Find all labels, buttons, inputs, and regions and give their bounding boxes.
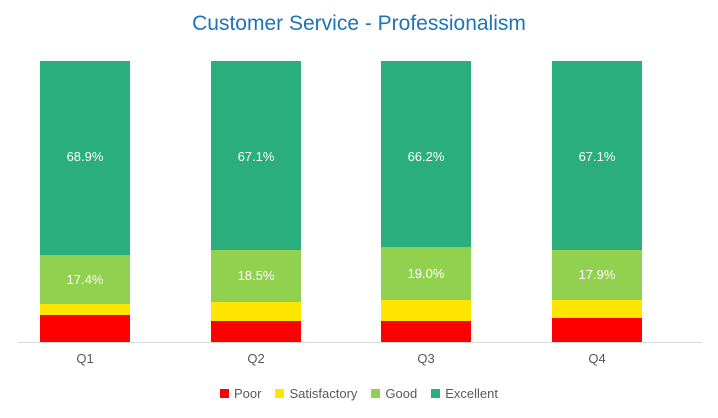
data-label: 18.5% [237, 268, 275, 284]
bar-q2: 18.5% 67.1% [211, 61, 301, 342]
x-tick-label: Q4 [588, 351, 606, 366]
bar-q4: 17.9% 67.1% [552, 61, 642, 342]
bar-q3: 19.0% 66.2% [381, 61, 471, 342]
data-label: 17.4% [66, 271, 104, 287]
legend-label: Satisfactory [289, 386, 358, 401]
segment-poor [552, 318, 642, 342]
legend-item-satisfactory: Satisfactory [275, 386, 357, 401]
legend-item-excellent: Excellent [431, 386, 498, 401]
legend-swatch-icon [431, 389, 441, 398]
segment-excellent: 67.1% [552, 61, 642, 250]
legend-swatch-icon [371, 389, 381, 398]
segment-poor [381, 320, 471, 342]
segment-satisfactory [552, 299, 642, 319]
data-label: 67.1% [237, 149, 275, 165]
segment-good: 18.5% [211, 249, 301, 302]
segment-satisfactory [40, 303, 130, 315]
legend-label: Good [385, 386, 418, 401]
legend-label: Excellent [445, 386, 498, 401]
x-tick-label: Q2 [247, 351, 265, 366]
segment-poor [211, 320, 301, 342]
legend-swatch-icon [220, 389, 230, 398]
data-label: 19.0% [407, 266, 445, 282]
legend-label: Poor [234, 386, 262, 401]
plot-area: 17.4% 68.9% 18.5% 67.1% 19.0% 66.2% 17.9% 67.1% [18, 61, 702, 342]
legend: Poor Satisfactory Good Excellent [0, 386, 718, 401]
data-label: 67.1% [578, 149, 616, 165]
segment-poor [40, 314, 130, 342]
chart-title: Customer Service - Professionalism [192, 12, 526, 35]
segment-good: 19.0% [381, 247, 471, 301]
segment-good: 17.9% [552, 249, 642, 300]
segment-satisfactory [381, 300, 471, 321]
segment-good: 17.4% [40, 254, 130, 304]
data-label: 66.2% [407, 149, 445, 165]
x-tick-label: Q3 [417, 351, 435, 366]
segment-satisfactory [211, 301, 301, 321]
segment-excellent: 66.2% [381, 61, 471, 248]
x-tick-label: Q1 [76, 351, 94, 366]
legend-swatch-icon [275, 389, 285, 398]
data-label: 68.9% [66, 149, 104, 165]
segment-excellent: 68.9% [40, 61, 130, 255]
legend-item-poor: Poor [220, 386, 261, 401]
segment-excellent: 67.1% [211, 61, 301, 250]
x-axis-line [18, 342, 702, 343]
bar-q1: 17.4% 68.9% [40, 61, 130, 342]
legend-item-good: Good [371, 386, 417, 401]
data-label: 17.9% [578, 267, 616, 283]
